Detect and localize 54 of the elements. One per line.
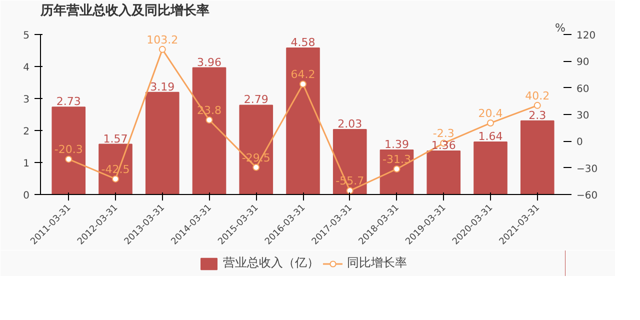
data-label: 2.73 <box>56 95 81 108</box>
data-label: 20.4 <box>478 107 503 120</box>
data-label: 40.2 <box>525 89 550 102</box>
data-label: 1.57 <box>103 132 128 146</box>
bar <box>474 142 508 194</box>
data-label: 4.58 <box>290 36 316 49</box>
data-label: 103.2 <box>146 33 178 46</box>
bar <box>332 129 367 194</box>
data-label: -20.3 <box>54 143 83 156</box>
y-tick-label: 4 <box>23 62 30 74</box>
y2-tick-label: 120 <box>576 30 596 42</box>
y2-tick-label: −60 <box>576 190 598 202</box>
bar <box>239 104 274 194</box>
point <box>300 80 306 88</box>
point <box>65 156 72 163</box>
y2-axis-title: % <box>555 22 566 34</box>
point <box>112 175 119 182</box>
y2-tick-label: 90 <box>576 57 590 68</box>
y-tick-label: 1 <box>23 158 30 170</box>
data-label: -2.3 <box>432 127 454 140</box>
data-label: 2.03 <box>338 118 362 131</box>
legend-label: 同比增长率 <box>347 254 407 272</box>
data-label: 3.19 <box>150 80 175 94</box>
data-label: 3.96 <box>197 56 222 69</box>
bar <box>520 120 554 194</box>
point <box>393 165 400 172</box>
bar <box>426 150 461 194</box>
data-label: -31.3 <box>382 152 411 166</box>
y-tick-label: 5 <box>23 30 30 42</box>
point <box>252 164 260 171</box>
data-label: 2.79 <box>244 93 268 106</box>
y-tick-label: 3 <box>23 94 30 106</box>
data-label: 1.39 <box>384 138 410 152</box>
point <box>487 120 494 127</box>
y2-tick-label: 0 <box>576 137 583 148</box>
data-label: 2.3 <box>528 108 546 122</box>
y-tick-label: 0 <box>23 190 30 202</box>
y-tick-label: 2 <box>23 126 30 138</box>
data-label: 64.2 <box>290 68 316 82</box>
bar <box>52 106 86 194</box>
point <box>346 187 354 194</box>
bar <box>145 92 180 194</box>
point <box>158 46 166 53</box>
y2-tick-label: −30 <box>576 164 598 175</box>
data-label: 1.64 <box>478 130 503 144</box>
y2-tick-label: 30 <box>576 110 590 122</box>
bar <box>286 47 320 194</box>
bar <box>380 150 414 194</box>
point <box>534 102 541 109</box>
legend-label: 营业总收入（亿） <box>223 254 319 272</box>
point <box>206 116 213 124</box>
chart-title: 历年营业总收入及同比增长率 <box>40 2 210 18</box>
bar <box>192 67 226 194</box>
y2-tick-label: 60 <box>576 84 590 95</box>
